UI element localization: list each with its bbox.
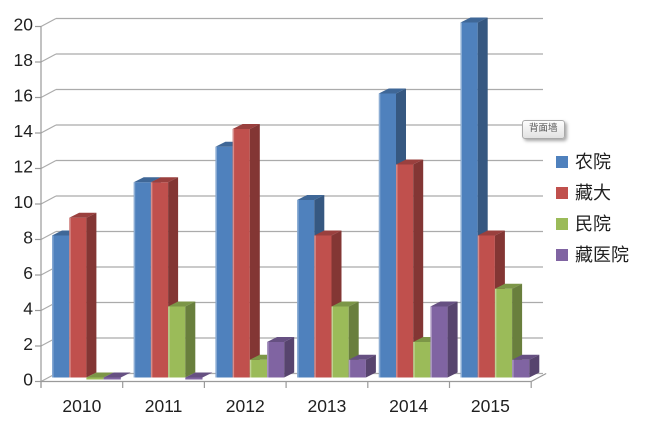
y-axis-label: 0 — [23, 370, 33, 390]
x-axis-label: 2011 — [145, 396, 183, 416]
y-axis-label: 14 — [14, 121, 34, 141]
gridline-depth — [40, 17, 57, 28]
legend-item-1[interactable]: 藏大 — [556, 177, 629, 208]
bar-民院-2011[interactable] — [168, 301, 196, 378]
gridline-depth — [40, 230, 57, 241]
bar-民院-2010[interactable] — [86, 372, 114, 380]
y-axis-label: 12 — [14, 157, 33, 177]
y-axis-label: 20 — [14, 15, 34, 35]
x-axis-label: 2010 — [62, 396, 101, 416]
bar-藏医院-2012[interactable] — [267, 337, 295, 378]
bar-藏医院-2010[interactable] — [103, 372, 131, 380]
legend: 农院 藏大 民院 藏医院 — [556, 146, 629, 270]
bar-藏医院-2013[interactable] — [348, 354, 376, 378]
bar-藏医院-2015[interactable] — [512, 354, 540, 378]
bar-藏医院-2011[interactable] — [185, 372, 213, 380]
legend-swatch-icon — [556, 248, 568, 261]
x-axis-label: 2015 — [471, 396, 510, 416]
legend-item-3[interactable]: 藏医院 — [556, 239, 629, 270]
bar-藏大-2010[interactable] — [69, 212, 97, 378]
gridline-depth — [40, 159, 57, 170]
y-axis-label: 4 — [23, 299, 33, 319]
x-axis-label: 2014 — [389, 396, 428, 416]
legend-swatch-icon — [556, 186, 568, 199]
y-axis-label: 2 — [23, 334, 33, 354]
bar-藏医院-2014[interactable] — [430, 301, 458, 378]
legend-swatch-icon — [556, 155, 568, 168]
y-axis-label: 10 — [14, 192, 34, 212]
backwall-tooltip: 背面墙 — [522, 120, 565, 139]
floor-right-edge — [530, 372, 547, 383]
legend-label: 民院 — [575, 213, 611, 234]
x-axis-label: 2013 — [307, 396, 346, 416]
y-axis-label: 16 — [14, 86, 33, 106]
y-axis-label: 18 — [14, 50, 33, 70]
bar-藏大-2012[interactable] — [232, 124, 260, 378]
gridline-depth — [40, 88, 57, 99]
y-axis-label: 6 — [23, 263, 33, 283]
x-axis-label: 2012 — [226, 396, 265, 416]
bar-藏大-2014[interactable] — [396, 159, 424, 378]
gridline-depth — [40, 195, 57, 205]
legend-item-0[interactable]: 农院 — [556, 146, 629, 177]
gridline-depth — [40, 124, 57, 134]
legend-swatch-icon — [556, 217, 568, 230]
legend-label: 农院 — [575, 151, 611, 172]
legend-label: 藏大 — [575, 182, 611, 203]
gridline-depth — [40, 53, 57, 63]
bar-民院-2015[interactable] — [494, 283, 523, 378]
legend-label: 藏医院 — [575, 244, 629, 265]
legend-item-2[interactable]: 民院 — [556, 208, 629, 239]
y-axis-label: 8 — [23, 228, 33, 248]
